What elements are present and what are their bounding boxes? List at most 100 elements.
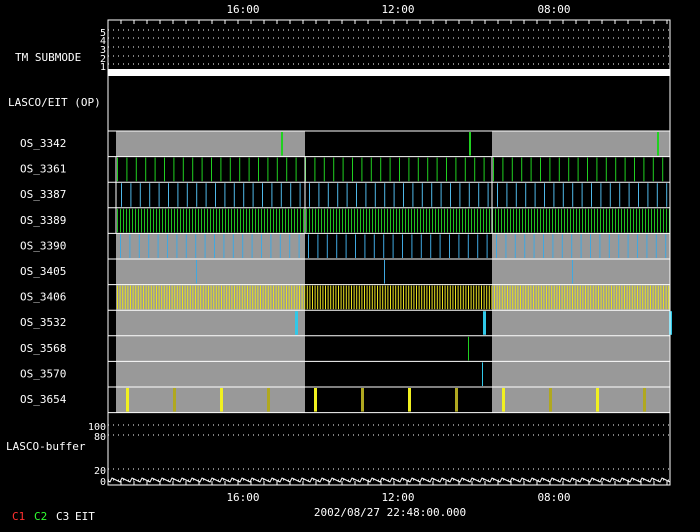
- event-tick: [345, 234, 347, 258]
- event-tick: [261, 234, 262, 258]
- event-tick: [241, 285, 243, 310]
- event-tick: [168, 208, 169, 233]
- event-tick: [605, 157, 607, 182]
- event-tick: [202, 285, 204, 310]
- row-band: [116, 310, 305, 336]
- event-tick: [327, 285, 329, 310]
- event-tick: [285, 208, 286, 233]
- event-tick: [585, 285, 586, 310]
- event-tick: [239, 157, 241, 182]
- event-tick: [280, 285, 282, 310]
- event-tick: [176, 285, 178, 310]
- event-tick: [342, 157, 344, 182]
- event-tick: [332, 285, 334, 310]
- event-tick: [369, 285, 371, 310]
- event-tick: [540, 285, 542, 310]
- row-label: OS_3387: [20, 188, 66, 201]
- event-tick: [375, 208, 376, 233]
- event-tick: [366, 285, 368, 310]
- event-tick: [460, 285, 462, 310]
- event-tick: [252, 285, 254, 310]
- event-tick: [549, 157, 551, 182]
- legend-item: EIT: [75, 510, 95, 523]
- frame: [107, 19, 671, 486]
- event-tick: [514, 285, 516, 310]
- event-tick: [645, 208, 646, 233]
- top-axis-label: 12:00: [381, 3, 414, 16]
- event-tick: [267, 285, 269, 310]
- event-tick: [262, 285, 264, 310]
- event-tick: [218, 285, 220, 310]
- event-tick: [468, 183, 470, 207]
- event-tick: [127, 285, 129, 310]
- event-tick: [642, 208, 643, 233]
- event-tick: [346, 183, 348, 207]
- event-tick: [153, 285, 155, 310]
- event-tick: [531, 208, 532, 233]
- event-tick: [412, 183, 414, 207]
- event-tick: [342, 208, 343, 233]
- event-tick: [609, 183, 611, 207]
- event-tick: [650, 285, 651, 310]
- event-tick: [356, 285, 358, 310]
- event-tick: [663, 208, 664, 233]
- event-tick: [549, 208, 550, 233]
- submode-bar: [108, 69, 670, 76]
- event-tick: [195, 285, 196, 310]
- event-tick: [568, 157, 570, 182]
- event-tick: [392, 234, 394, 258]
- event-tick: [611, 285, 612, 310]
- event-tick: [440, 183, 442, 207]
- event-tick: [634, 157, 635, 182]
- event-tick: [444, 285, 446, 310]
- event-tick: [615, 157, 617, 182]
- event-tick: [521, 157, 523, 182]
- row-label: OS_3570: [20, 367, 66, 380]
- event-tick: [511, 157, 513, 182]
- submode-level: 1: [100, 62, 106, 73]
- legend-item: C2: [34, 510, 47, 523]
- event-tick: [129, 208, 130, 233]
- event-tick: [627, 234, 629, 258]
- event-tick: [156, 285, 157, 310]
- event-tick: [270, 208, 271, 233]
- event-tick: [197, 285, 199, 310]
- event-tick: [214, 234, 215, 258]
- event-tick: [418, 285, 420, 310]
- event-tick: [140, 285, 142, 310]
- event-tick: [457, 285, 459, 310]
- event-tick: [582, 208, 583, 233]
- event-tick: [455, 157, 457, 182]
- event-tick: [599, 234, 601, 258]
- event-tick: [618, 208, 619, 233]
- event-tick: [221, 285, 222, 310]
- event-tick: [570, 208, 571, 233]
- event-tick: [374, 285, 376, 310]
- event-tick: [158, 183, 160, 207]
- event-tick: [304, 285, 306, 310]
- event-tick: [483, 311, 486, 335]
- event-tick: [237, 208, 238, 233]
- event-tick: [185, 234, 187, 258]
- event-tick: [249, 208, 250, 233]
- event-tick: [168, 183, 169, 207]
- event-tick: [205, 285, 207, 310]
- event-tick: [530, 157, 532, 182]
- event-tick: [279, 208, 280, 233]
- legend-item: C3: [56, 510, 69, 523]
- event-tick: [196, 260, 197, 284]
- event-tick: [421, 183, 423, 207]
- row-label: OS_3390: [20, 239, 66, 252]
- event-tick: [501, 285, 503, 310]
- event-tick: [606, 208, 607, 233]
- event-tick: [553, 285, 555, 310]
- event-tick: [270, 285, 272, 310]
- event-tick: [179, 285, 181, 310]
- event-tick: [267, 157, 269, 182]
- event-tick: [399, 208, 400, 233]
- timestamp: 2002/08/27 22:48:00.000: [314, 506, 466, 519]
- event-tick: [538, 285, 540, 310]
- event-tick: [552, 208, 553, 233]
- event-tick: [486, 208, 487, 233]
- event-tick: [211, 157, 212, 182]
